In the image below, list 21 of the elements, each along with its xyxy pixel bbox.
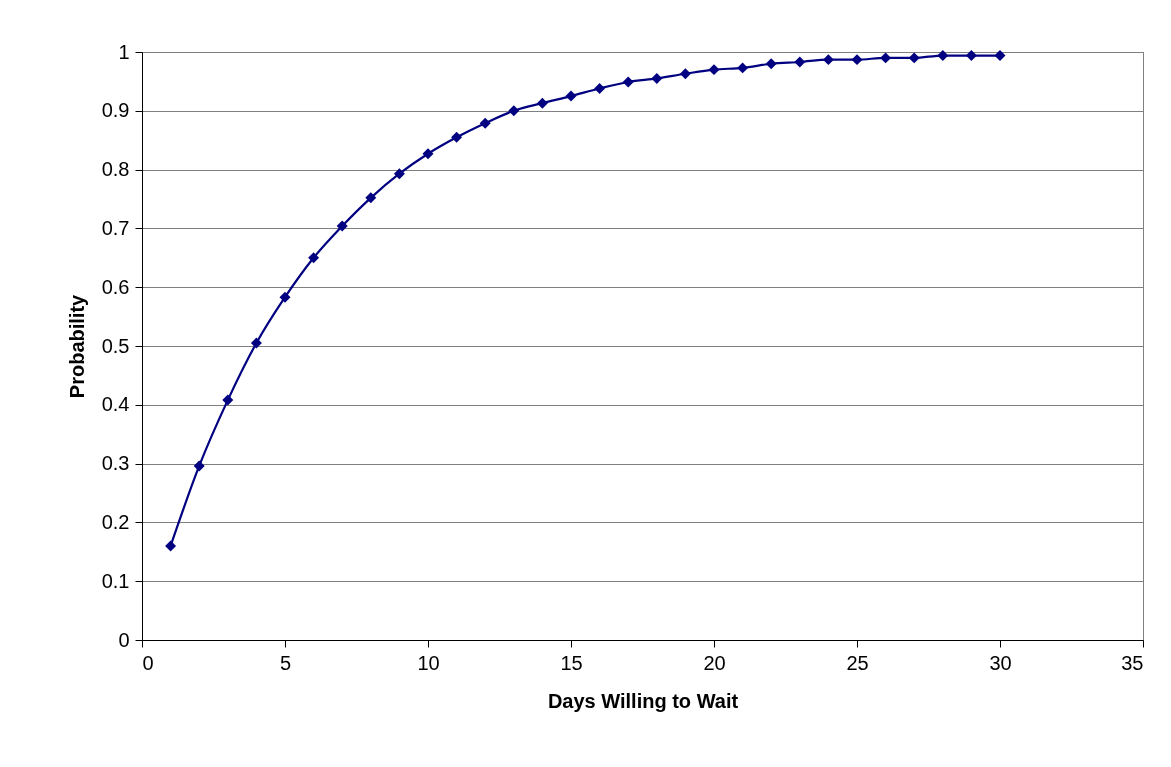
y-tick-label: 0.8 bbox=[101, 158, 130, 181]
x-tick-label: 5 bbox=[279, 651, 292, 674]
y-tick-label: 0 bbox=[118, 628, 130, 651]
y-tick-label: 0.5 bbox=[101, 334, 130, 357]
y-tick-label: 0.4 bbox=[101, 393, 130, 416]
x-tick-label: 20 bbox=[703, 651, 726, 674]
x-tick-label: 30 bbox=[989, 651, 1012, 674]
y-tick-label: 0.1 bbox=[101, 569, 130, 592]
x-tick-label: 0 bbox=[142, 651, 154, 674]
x-tick-label: 10 bbox=[417, 651, 440, 674]
y-tick-label: 0.3 bbox=[101, 452, 130, 475]
y-tick-label: 0.2 bbox=[101, 510, 130, 533]
y-tick-label: 0.6 bbox=[101, 275, 130, 298]
x-tick-label: 15 bbox=[560, 651, 583, 674]
y-tick-label: 0.9 bbox=[101, 99, 130, 122]
y-tick-label: 0.7 bbox=[101, 216, 130, 239]
x-axis-title: Days Willing to Wait bbox=[547, 689, 739, 712]
y-tick-label: 1 bbox=[118, 40, 130, 63]
x-tick-label: 25 bbox=[846, 651, 869, 674]
x-tick-label: 35 bbox=[1121, 651, 1144, 674]
y-axis-title: Probability bbox=[65, 293, 88, 399]
